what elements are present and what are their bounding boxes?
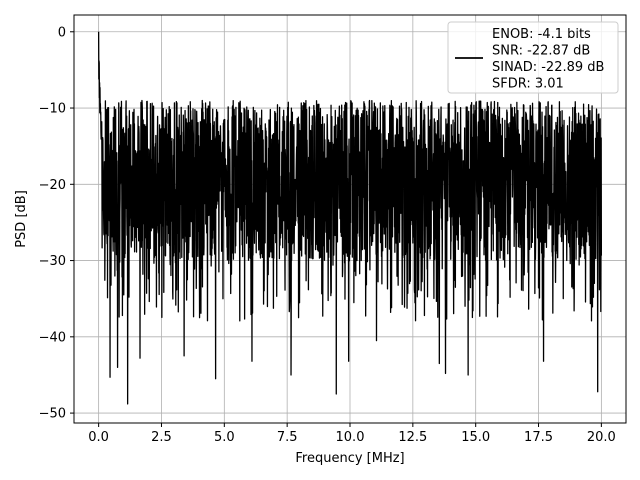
legend-entry-1: SNR: -22.87 dB [492, 44, 590, 59]
x-tick-label-5: 12.5 [398, 430, 427, 445]
series-group [97, 31, 603, 405]
y-tick-label-3: −30 [39, 254, 66, 269]
series-line-0 [97, 31, 603, 405]
x-ticks: 0.0 2.5 5.0 7.5 10.0 12.5 15.0 17.5 20.0 [88, 423, 616, 445]
x-axis-label: Frequency [MHz] [295, 451, 404, 466]
x-tick-label-8: 20.0 [587, 430, 616, 445]
y-ticks: 0 −10 −20 −30 −40 −50 [39, 25, 74, 422]
x-tick-label-4: 10.0 [336, 430, 365, 445]
legend-box [447, 21, 619, 94]
y-tick-label-4: −40 [39, 330, 66, 345]
y-tick-label-5: −50 [39, 407, 66, 422]
x-tick-label-2: 5.0 [214, 430, 235, 445]
x-tick-label-0: 0.0 [88, 430, 109, 445]
y-tick-label-2: −20 [39, 178, 66, 193]
x-tick-label-7: 17.5 [524, 430, 553, 445]
y-tick-label-0: 0 [58, 25, 66, 40]
y-tick-label-1: −10 [39, 102, 66, 117]
legend-entry-0: ENOB: -4.1 bits [492, 27, 591, 42]
y-axis-label: PSD [dB] [14, 190, 29, 248]
legend-entry-3: SFDR: 3.01 [492, 77, 564, 92]
legend-entry-2: SINAD: -22.89 dB [492, 60, 604, 75]
x-tick-label-3: 7.5 [277, 430, 298, 445]
x-tick-label-6: 15.0 [461, 430, 490, 445]
x-tick-label-1: 2.5 [151, 430, 172, 445]
